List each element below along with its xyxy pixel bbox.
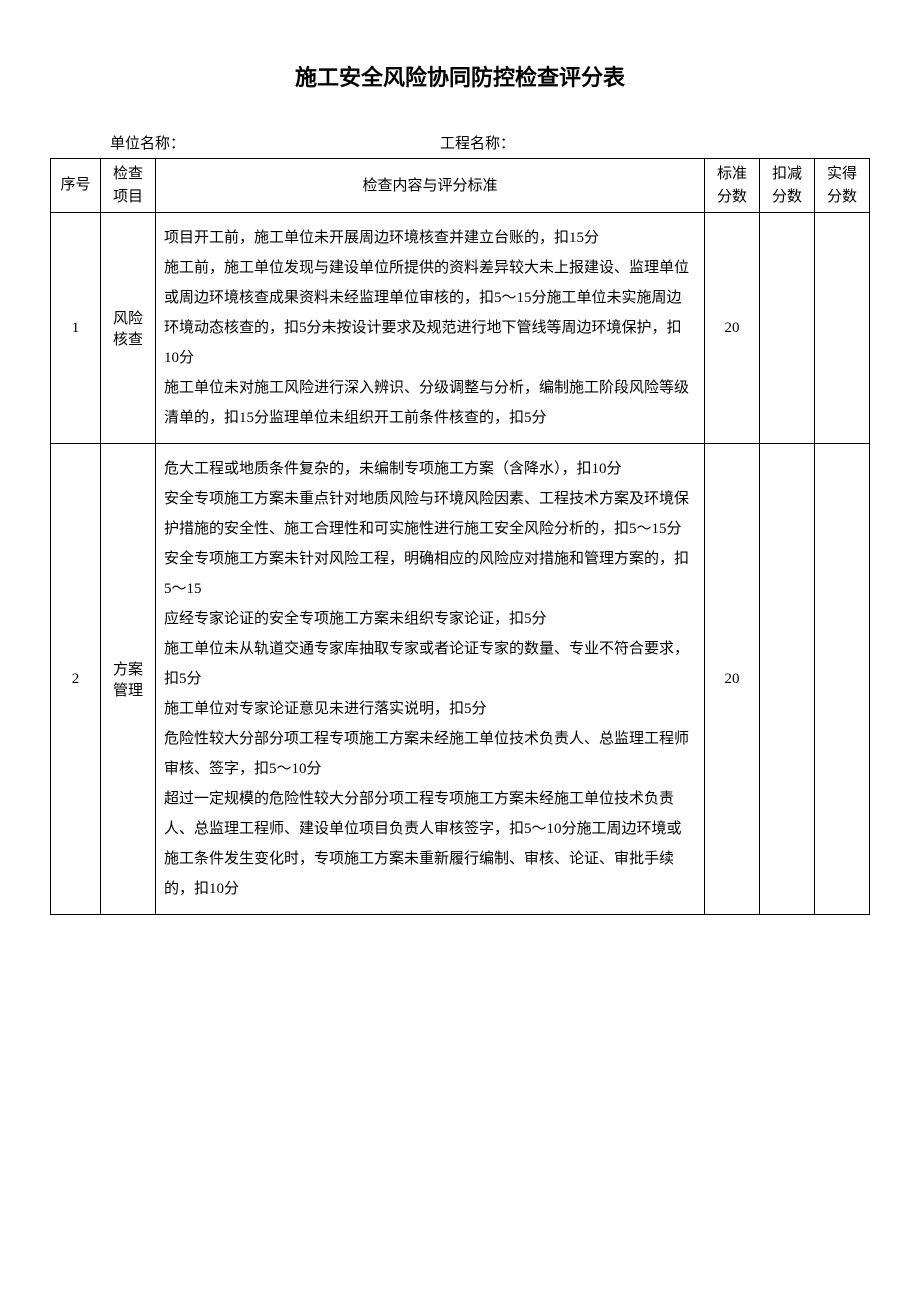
cell-item: 方案管理 [101,444,156,915]
col-header-score: 标准分数 [705,159,760,213]
cell-score: 20 [705,213,760,444]
cell-content: 项目开工前，施工单位未开展周边环境核查并建立台账的，扣15分施工前，施工单位发现… [156,213,705,444]
cell-score: 20 [705,444,760,915]
project-name-label: 工程名称： [440,132,515,153]
cell-seq: 1 [51,213,101,444]
table-body: 1 风险核查 项目开工前，施工单位未开展周边环境核查并建立台账的，扣15分施工前… [51,213,870,915]
col-header-item: 检查项目 [101,159,156,213]
table-header-row: 序号 检查项目 检查内容与评分标准 标准分数 扣减分数 实得分数 [51,159,870,213]
cell-item: 风险核查 [101,213,156,444]
cell-deduct [760,444,815,915]
col-header-actual: 实得分数 [815,159,870,213]
col-header-seq: 序号 [51,159,101,213]
col-header-content: 检查内容与评分标准 [156,159,705,213]
cell-seq: 2 [51,444,101,915]
col-header-deduct: 扣减分数 [760,159,815,213]
table-row: 1 风险核查 项目开工前，施工单位未开展周边环境核查并建立台账的，扣15分施工前… [51,213,870,444]
cell-actual [815,213,870,444]
header-row: 单位名称： 工程名称： [50,132,870,153]
scoring-table: 序号 检查项目 检查内容与评分标准 标准分数 扣减分数 实得分数 1 风险核查 … [50,158,870,915]
cell-content: 危大工程或地质条件复杂的，未编制专项施工方案（含降水），扣10分安全专项施工方案… [156,444,705,915]
document-title: 施工安全风险协同防控检查评分表 [50,60,870,92]
table-row: 2 方案管理 危大工程或地质条件复杂的，未编制专项施工方案（含降水），扣10分安… [51,444,870,915]
unit-name-label: 单位名称： [110,132,440,153]
cell-deduct [760,213,815,444]
cell-actual [815,444,870,915]
